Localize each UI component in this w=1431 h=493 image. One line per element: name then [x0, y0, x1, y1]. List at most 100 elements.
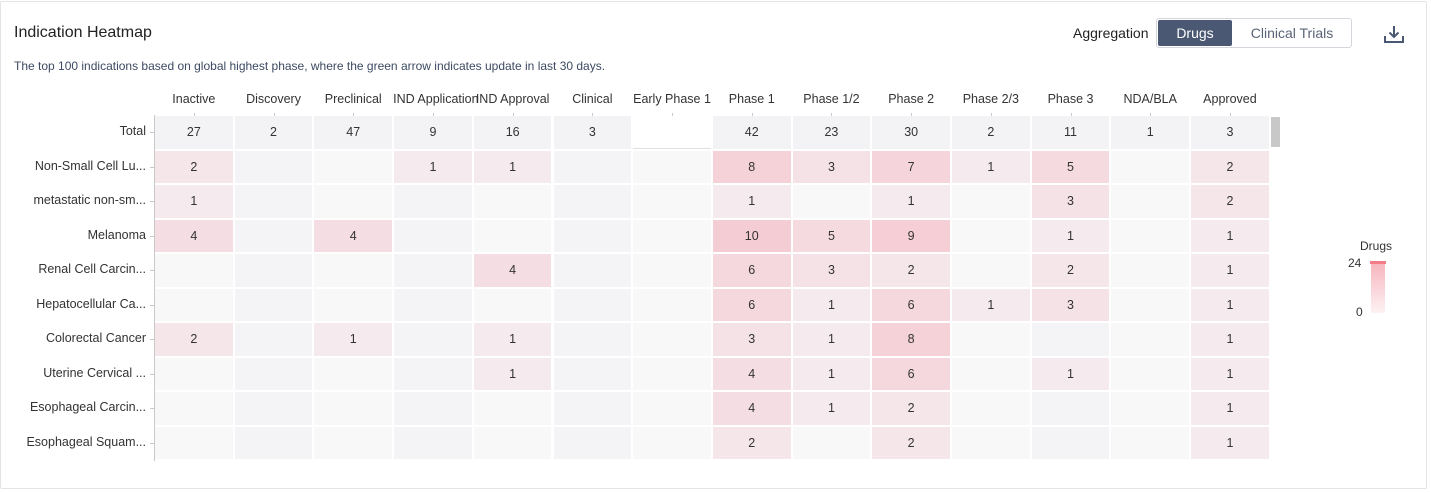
heatmap-cell[interactable]: [314, 151, 392, 184]
heatmap-cell[interactable]: 4: [713, 392, 791, 425]
heatmap-cell[interactable]: 6: [872, 289, 950, 322]
heatmap-cell[interactable]: [633, 323, 711, 356]
heatmap-cell[interactable]: [394, 254, 472, 287]
heatmap-cell[interactable]: [155, 254, 233, 287]
heatmap-cell[interactable]: [633, 116, 711, 149]
heatmap-cell[interactable]: [314, 427, 392, 460]
heatmap-cell[interactable]: [633, 151, 711, 184]
heatmap-cell[interactable]: [1111, 151, 1189, 184]
heatmap-cell[interactable]: [1111, 289, 1189, 322]
heatmap-cell[interactable]: 8: [713, 151, 791, 184]
heatmap-cell[interactable]: [952, 220, 1030, 253]
heatmap-cell[interactable]: [235, 358, 313, 391]
heatmap-cell[interactable]: [554, 323, 632, 356]
heatmap-cell[interactable]: [394, 323, 472, 356]
heatmap-cell[interactable]: 1: [1191, 358, 1269, 391]
heatmap-cell[interactable]: [952, 392, 1030, 425]
heatmap-cell[interactable]: 1: [952, 151, 1030, 184]
heatmap-cell[interactable]: [155, 392, 233, 425]
heatmap-cell[interactable]: 1: [1032, 220, 1110, 253]
heatmap-cell[interactable]: [554, 289, 632, 322]
legend-max-handle[interactable]: [1370, 261, 1386, 264]
heatmap-cell[interactable]: 1: [474, 151, 552, 184]
heatmap-cell[interactable]: [1032, 323, 1110, 356]
heatmap-cell[interactable]: [235, 254, 313, 287]
heatmap-scrollbar[interactable]: [1271, 117, 1280, 147]
heatmap-cell[interactable]: [952, 323, 1030, 356]
heatmap-cell[interactable]: [394, 392, 472, 425]
heatmap-cell[interactable]: 3: [1191, 116, 1269, 149]
heatmap-cell[interactable]: 4: [314, 220, 392, 253]
heatmap-cell[interactable]: [155, 427, 233, 460]
heatmap-cell[interactable]: 2: [1191, 151, 1269, 184]
heatmap-cell[interactable]: [1111, 254, 1189, 287]
heatmap-cell[interactable]: 3: [554, 116, 632, 149]
heatmap-cell[interactable]: 23: [793, 116, 871, 149]
heatmap-cell[interactable]: [474, 185, 552, 218]
heatmap-cell[interactable]: 3: [793, 151, 871, 184]
heatmap-cell[interactable]: [1032, 392, 1110, 425]
heatmap-cell[interactable]: [633, 185, 711, 218]
heatmap-cell[interactable]: 1: [872, 185, 950, 218]
heatmap-cell[interactable]: [633, 392, 711, 425]
heatmap-cell[interactable]: 1: [394, 151, 472, 184]
heatmap-cell[interactable]: 2: [872, 427, 950, 460]
heatmap-cell[interactable]: [474, 392, 552, 425]
heatmap-cell[interactable]: 1: [1191, 254, 1269, 287]
heatmap-cell[interactable]: 1: [1111, 116, 1189, 149]
heatmap-cell[interactable]: [235, 185, 313, 218]
heatmap-cell[interactable]: [793, 427, 871, 460]
heatmap-cell[interactable]: 4: [713, 358, 791, 391]
heatmap-cell[interactable]: 2: [1032, 254, 1110, 287]
heatmap-cell[interactable]: 1: [1191, 323, 1269, 356]
heatmap-cell[interactable]: 6: [872, 358, 950, 391]
heatmap-cell[interactable]: 1: [1191, 220, 1269, 253]
heatmap-cell[interactable]: [235, 220, 313, 253]
heatmap-cell[interactable]: [155, 289, 233, 322]
heatmap-cell[interactable]: [554, 254, 632, 287]
heatmap-cell[interactable]: [1111, 185, 1189, 218]
heatmap-cell[interactable]: [952, 254, 1030, 287]
heatmap-cell[interactable]: [394, 220, 472, 253]
heatmap-cell[interactable]: 47: [314, 116, 392, 149]
heatmap-cell[interactable]: [1111, 427, 1189, 460]
heatmap-cell[interactable]: [474, 427, 552, 460]
heatmap-cell[interactable]: [1111, 392, 1189, 425]
heatmap-cell[interactable]: 9: [394, 116, 472, 149]
heatmap-cell[interactable]: 2: [1191, 185, 1269, 218]
heatmap-cell[interactable]: [554, 358, 632, 391]
heatmap-cell[interactable]: 11: [1032, 116, 1110, 149]
heatmap-cell[interactable]: [554, 151, 632, 184]
heatmap-cell[interactable]: [394, 185, 472, 218]
heatmap-cell[interactable]: 1: [793, 289, 871, 322]
heatmap-cell[interactable]: 3: [793, 254, 871, 287]
heatmap-cell[interactable]: 10: [713, 220, 791, 253]
heatmap-cell[interactable]: 3: [1032, 289, 1110, 322]
heatmap-cell[interactable]: [554, 220, 632, 253]
heatmap-cell[interactable]: 27: [155, 116, 233, 149]
heatmap-cell[interactable]: [474, 220, 552, 253]
heatmap-cell[interactable]: [394, 358, 472, 391]
heatmap-cell[interactable]: 1: [474, 323, 552, 356]
heatmap-cell[interactable]: 4: [474, 254, 552, 287]
heatmap-cell[interactable]: 9: [872, 220, 950, 253]
heatmap-cell[interactable]: 16: [474, 116, 552, 149]
heatmap-cell[interactable]: 1: [155, 185, 233, 218]
heatmap-cell[interactable]: 3: [1032, 185, 1110, 218]
heatmap-cell[interactable]: 1: [314, 323, 392, 356]
heatmap-cell[interactable]: [394, 289, 472, 322]
heatmap-cell[interactable]: 1: [793, 392, 871, 425]
heatmap-cell[interactable]: 2: [235, 116, 313, 149]
heatmap-cell[interactable]: 1: [474, 358, 552, 391]
heatmap-cell[interactable]: [474, 289, 552, 322]
heatmap-cell[interactable]: [952, 427, 1030, 460]
heatmap-cell[interactable]: 2: [872, 392, 950, 425]
heatmap-cell[interactable]: 4: [155, 220, 233, 253]
heatmap-cell[interactable]: 1: [952, 289, 1030, 322]
heatmap-cell[interactable]: [235, 289, 313, 322]
heatmap-cell[interactable]: [314, 254, 392, 287]
heatmap-cell[interactable]: [554, 392, 632, 425]
heatmap-cell[interactable]: 2: [155, 323, 233, 356]
heatmap-cell[interactable]: [633, 358, 711, 391]
heatmap-cell[interactable]: 3: [713, 323, 791, 356]
